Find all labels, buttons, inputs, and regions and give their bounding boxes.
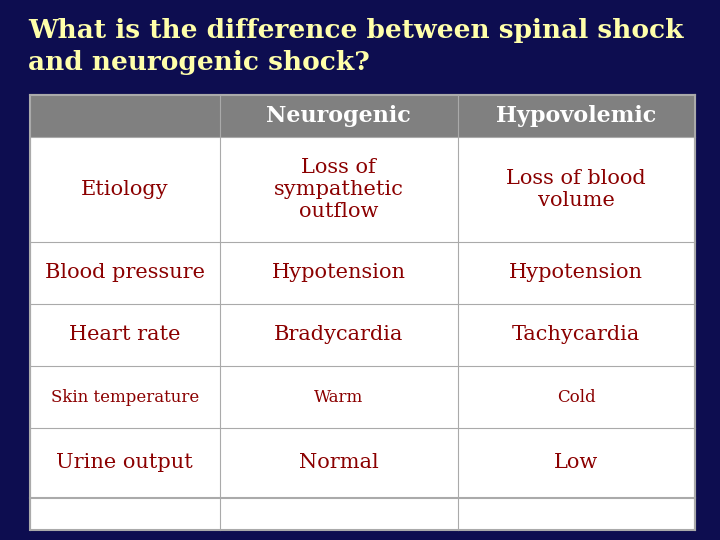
Text: Hypovolemic: Hypovolemic xyxy=(496,105,657,127)
Text: Neurogenic: Neurogenic xyxy=(266,105,411,127)
Text: Hypotension: Hypotension xyxy=(509,264,643,282)
Text: Cold: Cold xyxy=(557,388,595,406)
Text: Low: Low xyxy=(554,454,598,472)
Text: Warm: Warm xyxy=(314,388,363,406)
Text: Blood pressure: Blood pressure xyxy=(45,264,204,282)
Text: Skin temperature: Skin temperature xyxy=(50,388,199,406)
Text: Etiology: Etiology xyxy=(81,180,168,199)
Text: Hypotension: Hypotension xyxy=(271,264,405,282)
Bar xyxy=(30,95,695,530)
Text: Heart rate: Heart rate xyxy=(69,326,181,345)
Bar xyxy=(30,95,695,137)
Text: Normal: Normal xyxy=(299,454,379,472)
Text: Loss of
sympathetic
outflow: Loss of sympathetic outflow xyxy=(274,158,403,221)
Text: Urine output: Urine output xyxy=(56,454,193,472)
Text: Tachycardia: Tachycardia xyxy=(512,326,640,345)
Text: What is the difference between spinal shock
and neurogenic shock?: What is the difference between spinal sh… xyxy=(28,18,683,75)
Text: Loss of blood
volume: Loss of blood volume xyxy=(506,169,646,210)
Text: Bradycardia: Bradycardia xyxy=(274,326,403,345)
